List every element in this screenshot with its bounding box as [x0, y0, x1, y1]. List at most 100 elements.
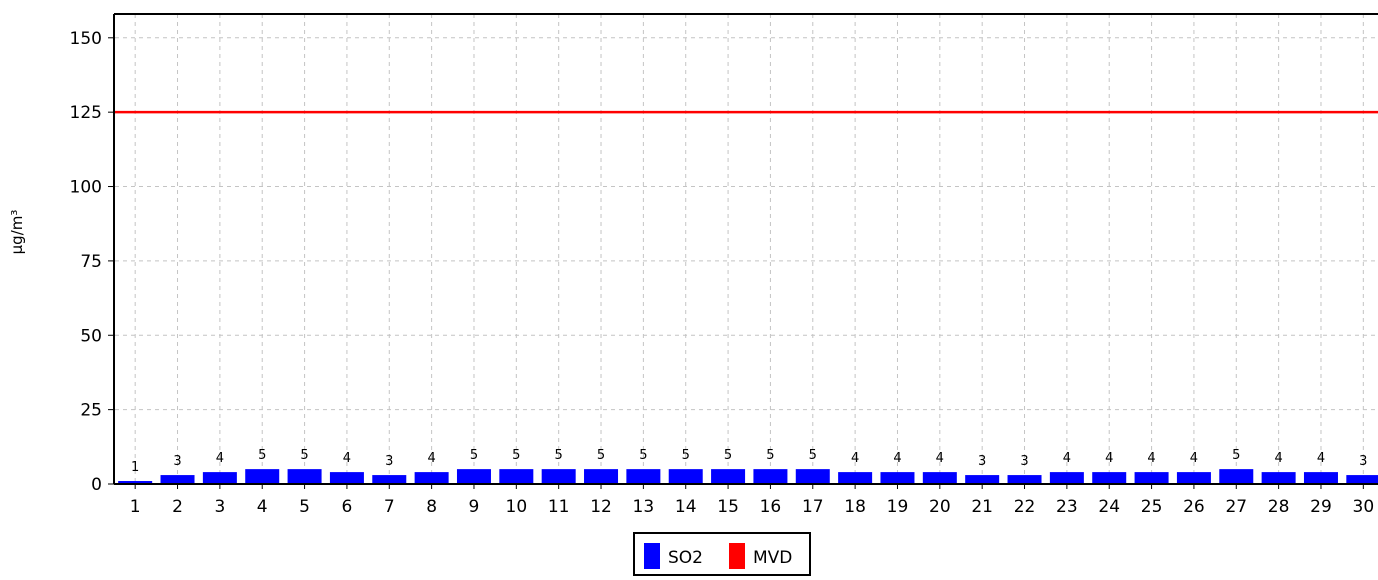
- bar-value-label: 4: [1317, 451, 1325, 466]
- bar-so2: [1176, 472, 1211, 484]
- x-tick-label: 5: [299, 497, 310, 517]
- y-axis-title: µg/m³: [8, 210, 26, 255]
- bar-value-label: 3: [173, 454, 181, 469]
- bar-so2: [1261, 472, 1296, 484]
- legend-label: SO2: [668, 548, 703, 568]
- axes: [108, 13, 1378, 489]
- bar-so2: [795, 469, 830, 484]
- bar-so2: [372, 475, 407, 484]
- x-tick-label: 7: [384, 497, 395, 517]
- bar-value-label: 4: [216, 451, 224, 466]
- y-tick-label: 125: [70, 103, 102, 123]
- bar-so2: [1346, 475, 1378, 484]
- bar-value-label: 4: [1147, 451, 1155, 466]
- legend-label: MVD: [753, 548, 792, 568]
- bar-value-label: 5: [724, 448, 732, 463]
- legend-box: [633, 532, 811, 576]
- y-tick-label: 75: [80, 252, 102, 272]
- bar-so2: [1049, 472, 1084, 484]
- bar-value-label: 4: [1274, 451, 1282, 466]
- bar-value-label: 3: [1359, 454, 1367, 469]
- bar-so2: [287, 469, 322, 484]
- y-tick-label: 50: [80, 326, 102, 346]
- x-tick-label: 24: [1098, 497, 1120, 517]
- grid: [115, 14, 1378, 484]
- x-tick-label: 3: [214, 497, 225, 517]
- bar-value-label: 4: [936, 451, 944, 466]
- bar-value-label: 5: [809, 448, 817, 463]
- bar-so2: [329, 472, 364, 484]
- bar-value-label: 4: [343, 451, 351, 466]
- bar-so2: [753, 469, 788, 484]
- x-tick-label: 6: [342, 497, 353, 517]
- bar-so2: [711, 469, 746, 484]
- bar-value-label: 5: [512, 448, 520, 463]
- x-tick-label: 8: [426, 497, 437, 517]
- bar-so2: [626, 469, 661, 484]
- bar-so2: [584, 469, 619, 484]
- x-tick-label: 27: [1225, 497, 1247, 517]
- legend-swatch-mvd: [729, 543, 745, 569]
- x-tick-label: 30: [1353, 497, 1375, 517]
- bar-so2: [1219, 469, 1254, 484]
- bar-value-label: 4: [851, 451, 859, 466]
- x-tick-label: 26: [1183, 497, 1205, 517]
- bar-so2: [541, 469, 576, 484]
- bar-value-label: 5: [639, 448, 647, 463]
- bar-so2: [965, 475, 1000, 484]
- bar-value-label: 5: [300, 448, 308, 463]
- bar-value-label: 5: [766, 448, 774, 463]
- y-tick-label: 0: [91, 475, 102, 495]
- bar-value-label: 4: [427, 451, 435, 466]
- legend-swatch-so2: [644, 543, 660, 569]
- bar-value-label: 5: [470, 448, 478, 463]
- bar-so2: [456, 469, 491, 484]
- y-tick-label: 25: [80, 401, 102, 421]
- legend: SO2 MVD: [633, 532, 811, 576]
- bar-value-label: 1: [131, 460, 139, 475]
- x-tick-label: 15: [717, 497, 739, 517]
- x-tick-label: 18: [844, 497, 866, 517]
- y-tick-label: 150: [70, 29, 102, 49]
- x-tick-label: 16: [760, 497, 782, 517]
- bar-so2: [880, 472, 915, 484]
- bar-so2: [202, 472, 237, 484]
- bar-so2: [838, 472, 873, 484]
- x-tick-label: 9: [469, 497, 480, 517]
- x-tick-label: 12: [590, 497, 612, 517]
- bar-value-label: 5: [682, 448, 690, 463]
- x-tick-label: 20: [929, 497, 951, 517]
- bar-so2: [118, 481, 153, 484]
- bar-so2: [1092, 472, 1127, 484]
- bar-value-label: 4: [1063, 451, 1071, 466]
- x-tick-label: 22: [1014, 497, 1036, 517]
- x-tick-label: 14: [675, 497, 697, 517]
- x-tick-label: 11: [548, 497, 570, 517]
- x-tick-label: 13: [633, 497, 655, 517]
- bar-so2: [245, 469, 280, 484]
- x-tick-label: 23: [1056, 497, 1078, 517]
- bar-so2: [668, 469, 703, 484]
- bar-value-label: 4: [1105, 451, 1113, 466]
- bar-so2: [1134, 472, 1169, 484]
- x-tick-label: 28: [1268, 497, 1290, 517]
- bar-value-label: 5: [555, 448, 563, 463]
- x-tick-label: 4: [257, 497, 268, 517]
- bar-so2: [414, 472, 449, 484]
- bar-value-label: 5: [1232, 448, 1240, 463]
- bar-value-label: 4: [1190, 451, 1198, 466]
- x-tick-label: 2: [172, 497, 183, 517]
- x-tick-label: 10: [506, 497, 528, 517]
- bar-so2: [1303, 472, 1338, 484]
- bar-so2: [922, 472, 957, 484]
- bar-value-label: 3: [1020, 454, 1028, 469]
- bar-value-label: 4: [893, 451, 901, 466]
- bar-value-label: 3: [978, 454, 986, 469]
- x-tick-label: 1: [130, 497, 141, 517]
- bar-so2: [160, 475, 195, 484]
- x-tick-label: 21: [971, 497, 993, 517]
- x-tick-label: 29: [1310, 497, 1332, 517]
